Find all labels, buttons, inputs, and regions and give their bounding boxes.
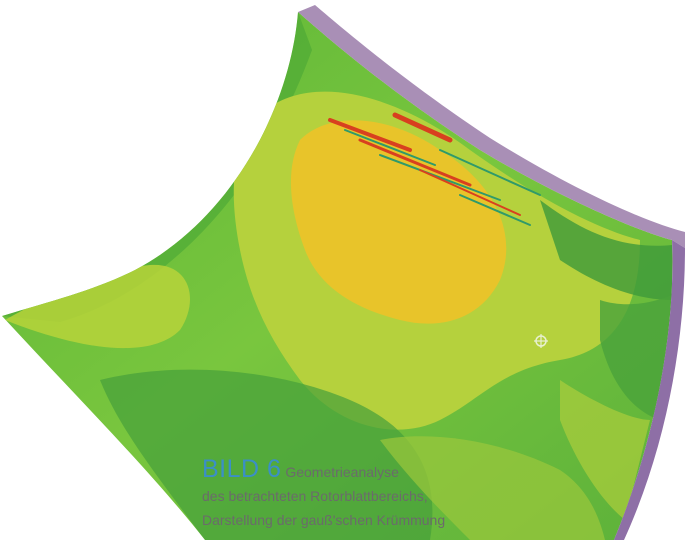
figure-label: BILD 6 (202, 455, 282, 483)
caption-line-2: des betrachteten Rotorblattbereichs, (202, 488, 428, 504)
curvature-peaks (328, 112, 541, 226)
target-marker-icon (534, 334, 548, 348)
caption-line-1: Geometrieanalyse (285, 464, 399, 480)
caption-line-3: Darstellung der gauß'schen Krümmung (202, 512, 446, 528)
figure-caption: BILD 6 Geometrieanalyse des betrachteten… (202, 457, 502, 532)
blade-edge (298, 5, 685, 248)
